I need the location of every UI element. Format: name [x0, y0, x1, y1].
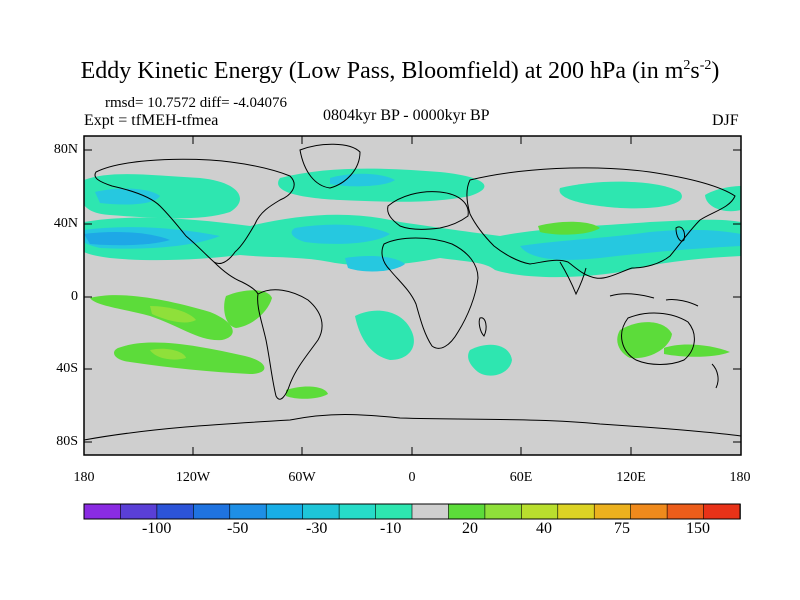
- anomaly-lightblue-north-pacific: [95, 188, 160, 205]
- lat-label: 40S: [56, 361, 78, 376]
- lat-label: 80S: [56, 434, 78, 449]
- colorbar-swatch: [630, 503, 668, 520]
- coast-south-america: [257, 289, 323, 400]
- colorbar-swatch: [557, 503, 596, 520]
- colorbar-label: 150: [686, 520, 710, 537]
- anomaly-cyan-north-atlantic: [278, 168, 485, 202]
- stats-label: rmsd= 10.7572 diff= -4.04076: [105, 95, 288, 111]
- lat-label: 0: [71, 289, 78, 304]
- lon-label: 180: [73, 470, 95, 485]
- anomaly-green-south-america: [224, 290, 272, 328]
- anomaly-green-patagonia: [286, 386, 328, 399]
- anomaly-lightblue-africa: [345, 256, 405, 272]
- lon-label: 120W: [175, 470, 211, 485]
- colorbar-swatch: [265, 503, 304, 520]
- colorbar-swatch: [83, 503, 122, 520]
- coast-europe: [387, 191, 469, 230]
- anomaly-lime-south-pacific: [150, 306, 196, 323]
- lon-label: 60W: [288, 470, 316, 485]
- coast-madagascar: [478, 317, 487, 337]
- colorbar-swatch: [193, 503, 231, 520]
- coast-central-america: [213, 261, 259, 295]
- colorbar-swatch: [484, 503, 523, 520]
- anomaly-cyan-south-atlantic: [355, 310, 414, 360]
- coast-australia: [621, 312, 695, 365]
- anomaly-cyan-north-pacific: [84, 174, 240, 219]
- axis-ticks: [84, 136, 741, 455]
- anomaly-green-central-asia: [538, 221, 600, 235]
- coast-asia: [466, 167, 736, 279]
- anomaly-green-tasman: [664, 344, 730, 357]
- colorbar-label: -100: [142, 520, 172, 537]
- colorbar-label: -50: [227, 520, 249, 537]
- anomaly-fields: [84, 168, 741, 399]
- figure-title: Eddy Kinetic Energy (Low Pass, Bloomfiel…: [80, 58, 720, 84]
- colorbar-swatch: [338, 503, 377, 520]
- anomaly-lime-south-pacific-2: [150, 348, 186, 360]
- anomaly-lightblue-north-atlantic: [330, 173, 395, 187]
- period-label: 0804kyr BP - 0000kyr BP: [323, 107, 490, 124]
- anomaly-lightblue-atlantic-jet: [291, 224, 390, 244]
- coast-japan: [675, 226, 685, 242]
- anomaly-green-australia: [617, 322, 672, 359]
- colorbar-label: -30: [306, 520, 328, 537]
- coastlines: [84, 143, 741, 441]
- colorbar-swatch: [302, 503, 340, 520]
- coast-greenland: [299, 143, 361, 189]
- coast-antarctica: [84, 414, 741, 441]
- colorbar-swatch: [375, 503, 413, 520]
- colorbar-swatch: [229, 503, 268, 520]
- lon-label: 120E: [616, 470, 646, 485]
- lon-label: 60E: [509, 470, 533, 485]
- lat-label: 80N: [53, 142, 78, 157]
- colorbar: [83, 503, 741, 520]
- experiment-label: Expt = tfMEH-tfmea: [84, 112, 219, 129]
- colorbar-label: 20: [462, 520, 478, 537]
- anomaly-cyan-siberia: [559, 181, 682, 209]
- anomaly-lightblue-asian-jet: [520, 229, 741, 260]
- lat-label: 40N: [53, 216, 78, 231]
- coast-new-zealand: [711, 363, 719, 389]
- coast-indonesia: [609, 293, 699, 307]
- colorbar-swatch: [666, 503, 705, 520]
- anomaly-cyan-eastern-edge: [705, 186, 741, 212]
- colorbar-label: 75: [614, 520, 630, 537]
- colorbar-swatch: [703, 503, 741, 520]
- anomaly-cyan-indian-ocean: [468, 344, 512, 376]
- coast-africa: [381, 237, 479, 349]
- anomaly-blue-jet-core: [84, 232, 170, 246]
- colorbar-label: 40: [536, 520, 552, 537]
- colorbar-swatch: [521, 503, 559, 520]
- colorbar-frame: [83, 503, 741, 520]
- coast-india: [559, 261, 587, 296]
- colorbar-swatch: [448, 503, 486, 520]
- colorbar-label: -10: [380, 520, 402, 537]
- colorbar-swatch: [593, 503, 632, 520]
- coast-north-america: [94, 158, 295, 265]
- colorbar-swatch: [120, 503, 158, 520]
- season-label: DJF: [712, 112, 739, 129]
- lon-label: 180: [729, 470, 751, 485]
- colorbar-swatch: [411, 503, 450, 520]
- colorbar-swatch: [156, 503, 195, 520]
- lon-label: 0: [408, 470, 416, 485]
